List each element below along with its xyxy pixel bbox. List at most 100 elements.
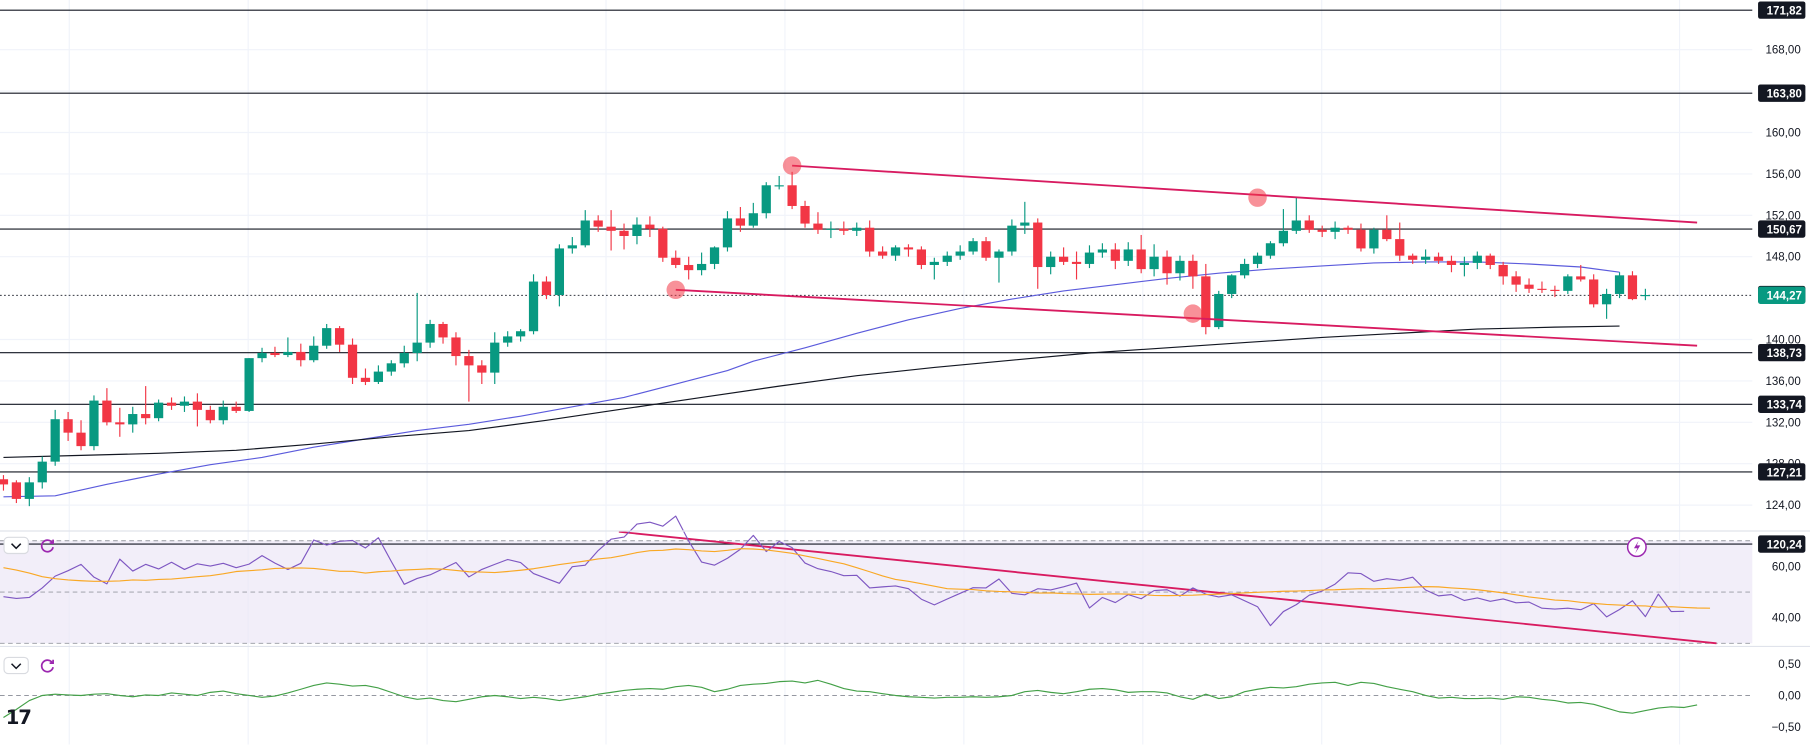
candle-body — [334, 328, 345, 345]
candle-body — [1330, 227, 1340, 232]
candle-up — [852, 222, 862, 236]
candle-up — [309, 336, 319, 363]
candle-body — [671, 257, 681, 265]
candle-body — [141, 414, 151, 419]
candle-up — [1369, 227, 1379, 254]
level-tag-bg — [1758, 535, 1806, 553]
candle-up — [942, 251, 952, 267]
candle-down — [865, 220, 875, 257]
pivot-marker — [666, 280, 685, 300]
candle-body — [1317, 229, 1327, 232]
candle-body — [890, 247, 901, 256]
candle-up — [1278, 209, 1289, 247]
candle-up — [1123, 242, 1133, 267]
candle-up — [322, 323, 332, 349]
candle-up — [1291, 197, 1301, 234]
y-tick-label: 156,00 — [1765, 169, 1800, 181]
level-tag: 120,24 — [1758, 535, 1806, 553]
candle-body — [813, 223, 823, 230]
candle-body — [270, 352, 280, 356]
candle-body — [1369, 229, 1379, 249]
level-tag-bg — [1758, 463, 1806, 481]
candle-up — [1472, 251, 1482, 270]
candle-down — [477, 360, 487, 385]
candle-body — [1252, 255, 1263, 264]
candle-down — [787, 171, 797, 210]
candle-body — [386, 363, 396, 372]
candle-down — [1395, 222, 1405, 261]
candle-up — [24, 477, 34, 507]
candle-up — [386, 360, 396, 376]
candle-body — [1175, 260, 1185, 274]
candle-body — [63, 419, 73, 433]
candle-body — [1046, 256, 1056, 268]
candle-body — [322, 328, 332, 346]
candle-up — [890, 245, 901, 261]
level-tag: 133,74 — [1758, 395, 1806, 413]
candle-body — [903, 247, 914, 250]
candle-body — [955, 251, 965, 256]
candle-body — [1408, 255, 1418, 260]
candle-body — [1058, 256, 1069, 262]
level-tag-bg — [1758, 1, 1806, 19]
candle-body — [606, 226, 616, 231]
candle-up — [244, 358, 254, 412]
candle-up — [994, 249, 1004, 283]
candle-body — [399, 352, 409, 364]
candle-body — [722, 218, 733, 248]
candle-down — [0, 475, 9, 491]
candle-body — [916, 249, 927, 265]
candle-up — [1149, 244, 1159, 277]
candle-up — [128, 406, 138, 433]
pivot-marker — [782, 156, 802, 175]
candle-down — [684, 256, 694, 280]
candle-down — [334, 326, 345, 352]
candle-body — [360, 377, 371, 382]
candle-down — [606, 210, 616, 251]
candle-down — [645, 216, 655, 238]
refresh-icon[interactable] — [38, 657, 56, 675]
momentum-line — [3, 679, 1698, 719]
candle-down — [1446, 255, 1457, 273]
candle-down — [877, 246, 888, 259]
candle-body — [1123, 249, 1133, 261]
grid-lines — [0, 0, 1753, 745]
level-tag: 127,21 — [1758, 463, 1806, 481]
y-tick-label: 0,00 — [1778, 691, 1800, 703]
candle-up — [774, 175, 784, 190]
candle-down — [166, 397, 177, 410]
candle-body — [102, 400, 112, 423]
candle-down — [903, 244, 914, 257]
chevron-down-icon[interactable] — [3, 656, 29, 675]
candle-up — [1459, 256, 1470, 277]
chevron-down-icon[interactable] — [3, 536, 29, 555]
candle-down — [800, 200, 810, 228]
candle-up — [153, 399, 164, 422]
candle-down — [1071, 251, 1082, 280]
candle-body — [567, 245, 577, 249]
refresh-icon[interactable] — [38, 537, 56, 555]
y-tick-label: 132,00 — [1765, 417, 1800, 429]
candle-down — [1537, 281, 1547, 293]
candle-body — [1640, 294, 1651, 297]
lightning-icon[interactable] — [1626, 537, 1647, 558]
candle-body — [490, 342, 500, 373]
candle-up — [257, 347, 267, 363]
candle-body — [1472, 255, 1482, 263]
candle-up — [632, 217, 642, 245]
candle-body — [1485, 255, 1495, 265]
candle-body — [464, 356, 474, 366]
candle-body — [153, 402, 164, 419]
candle-body — [981, 241, 991, 258]
candle-body — [1278, 230, 1289, 244]
candle-body — [968, 241, 978, 252]
candle-body — [580, 220, 590, 246]
rsi-trendline — [618, 530, 1717, 645]
candle-up — [412, 292, 422, 362]
candle-body — [748, 213, 758, 226]
candle-body — [1071, 261, 1082, 264]
candle-body — [877, 251, 888, 256]
candle-body — [1356, 229, 1366, 249]
